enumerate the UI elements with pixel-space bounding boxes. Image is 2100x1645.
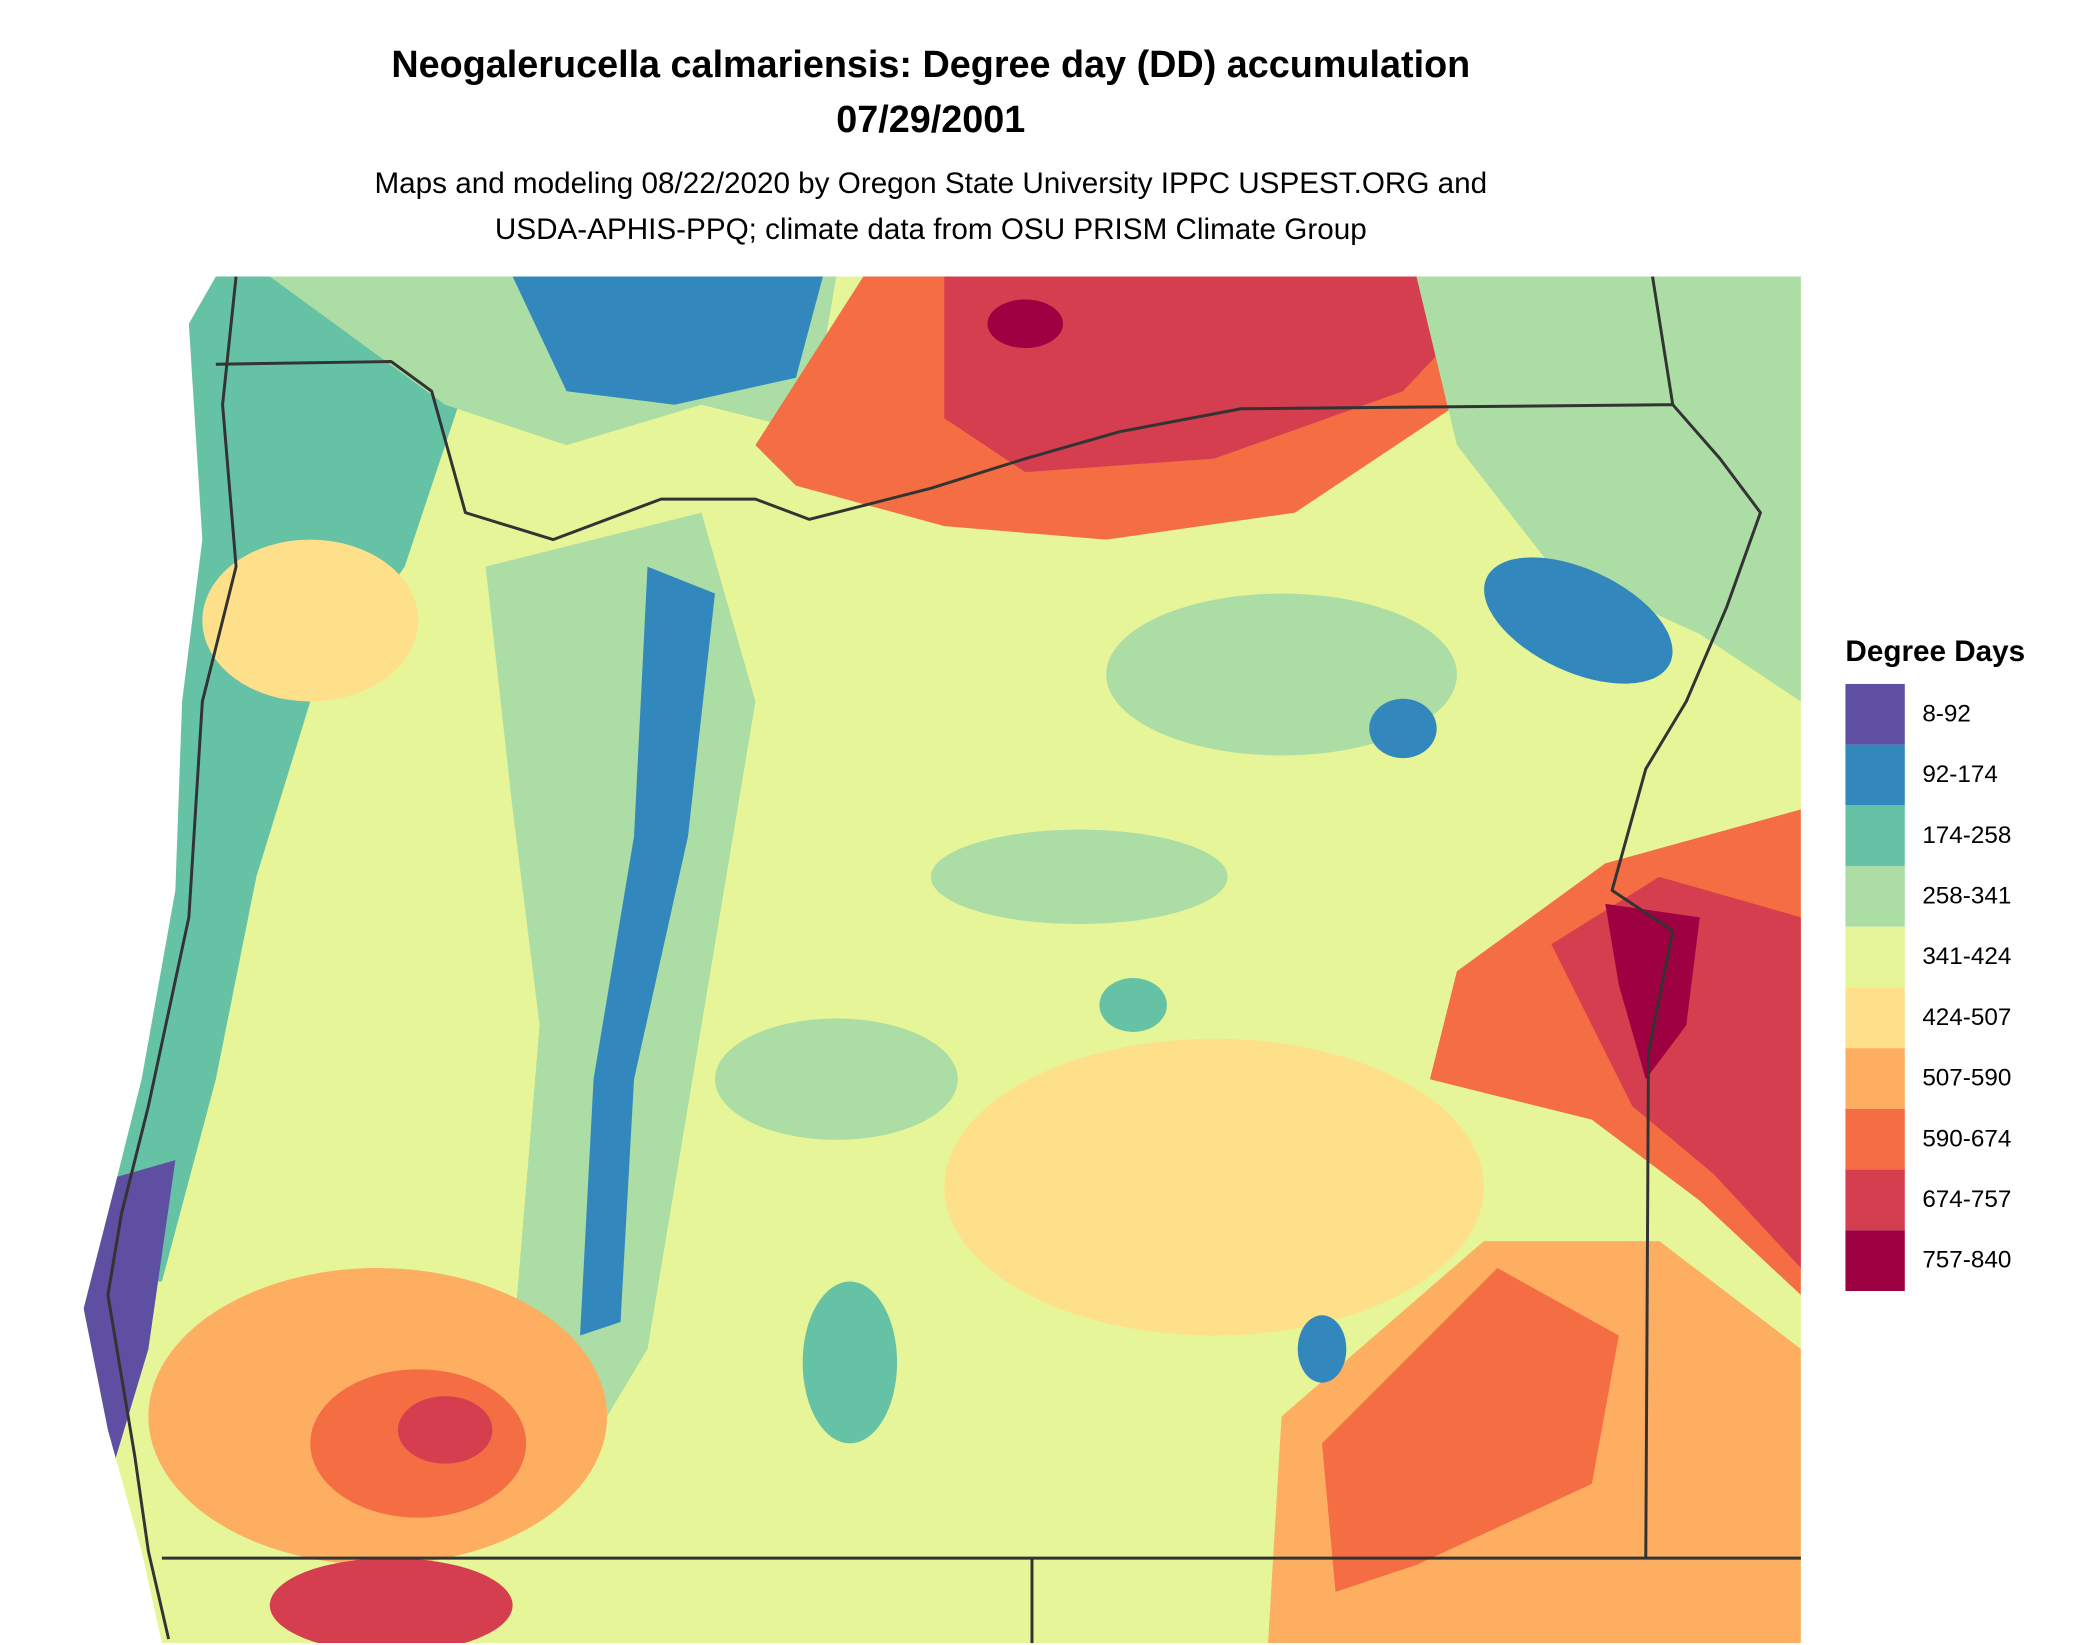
legend-swatch <box>1845 926 1905 988</box>
coastline <box>106 276 238 1640</box>
zone <box>512 276 823 405</box>
zone <box>1369 698 1437 759</box>
subtitle-line: USDA-APHIS-PPQ; climate data from OSU PR… <box>495 213 1367 246</box>
zone <box>802 1281 898 1444</box>
legend-swatch <box>1845 987 1905 1049</box>
zone <box>1484 557 1673 684</box>
legend-title: Degree Days <box>1845 635 2025 668</box>
state-border <box>1651 276 1675 405</box>
legend-label: 424-507 <box>1922 1004 2011 1031</box>
zone <box>1322 1268 1619 1592</box>
date: 07/29/2001 <box>836 99 1025 141</box>
zone <box>944 276 1511 473</box>
legend-label: 674-757 <box>1922 1186 2011 1213</box>
zone <box>944 1038 1484 1336</box>
legend-label: 341-424 <box>1922 943 2011 970</box>
zone <box>397 1396 493 1464</box>
zone <box>1106 593 1457 756</box>
zone <box>930 829 1228 925</box>
legend-label: 8-92 <box>1922 700 1971 727</box>
zone <box>1297 1315 1347 1383</box>
legend-swatch <box>1845 805 1905 867</box>
legend-label: 507-590 <box>1922 1065 2011 1092</box>
zone <box>1416 276 1801 702</box>
zone <box>714 1018 958 1140</box>
legend-label: 258-341 <box>1922 882 2011 909</box>
legend-swatch <box>1845 1108 1905 1170</box>
zone <box>987 299 1064 349</box>
title: Neogalerucella calmariensis: Degree day … <box>391 44 1470 86</box>
state-border <box>215 360 1762 1559</box>
legend-swatch <box>1845 866 1905 927</box>
legend-label: 92-174 <box>1922 761 1998 788</box>
subtitle-line: Maps and modeling 08/22/2020 by Oregon S… <box>374 167 1487 200</box>
legend-label: 590-674 <box>1922 1125 2011 1152</box>
degree-day-raster <box>83 276 1801 1644</box>
legend-label: 174-258 <box>1922 822 2011 849</box>
legend-swatch <box>1845 1048 1905 1109</box>
zone <box>580 566 715 1336</box>
legend: 8-92 92-174 174-258 258-341 341-424 424-507 50… <box>1845 683 2011 1291</box>
zone <box>269 1558 513 1644</box>
zone <box>1099 978 1167 1032</box>
zone <box>202 539 419 702</box>
legend-label: 757-840 <box>1922 1247 2011 1274</box>
figure-group: Neogalerucella calmariensis: Degree day … <box>83 44 2025 1644</box>
legend-swatch <box>1845 683 1905 745</box>
zone <box>1605 903 1700 1080</box>
legend-swatch <box>1845 1230 1905 1291</box>
legend-swatch <box>1845 1169 1905 1231</box>
legend-swatch <box>1845 744 1905 806</box>
zone <box>1551 876 1801 1269</box>
